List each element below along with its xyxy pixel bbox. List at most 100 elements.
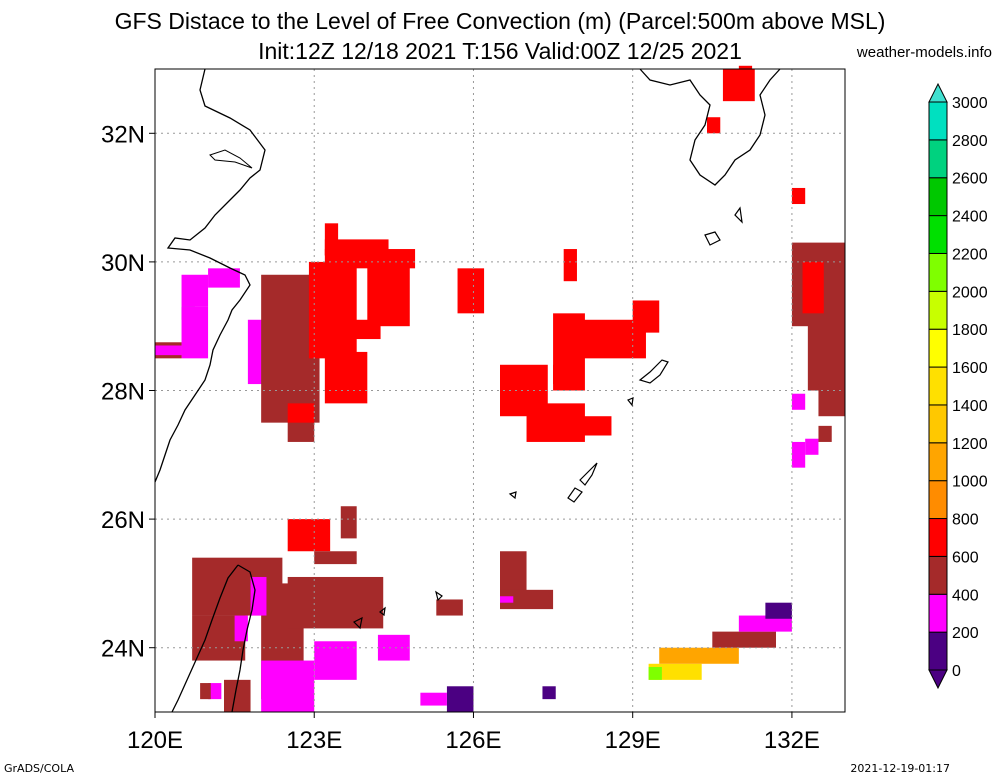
taiwan-coastline bbox=[171, 564, 256, 713]
colorbar-label: 1200 bbox=[952, 436, 988, 453]
field-cell bbox=[791, 441, 806, 468]
colorbar-label: 2200 bbox=[952, 246, 988, 263]
colorbar-segment bbox=[928, 290, 948, 330]
field-cell bbox=[208, 683, 222, 700]
field-cell bbox=[526, 403, 585, 442]
field-cell bbox=[367, 261, 410, 327]
colorbar-segment bbox=[928, 593, 948, 633]
latitude-labels: 32N 30N 28N 26N 24N bbox=[101, 121, 155, 663]
colorbar-segment bbox=[928, 404, 948, 444]
map-subtitle: Init:12Z 12/18 2021 T:156 Valid:00Z 12/2… bbox=[258, 38, 742, 64]
colorbar-label: 200 bbox=[952, 625, 979, 642]
field-cell bbox=[707, 117, 721, 134]
field-cell bbox=[324, 223, 339, 256]
field-cell bbox=[377, 634, 410, 661]
colorbar-segment bbox=[928, 480, 948, 520]
credit-text: weather-models.info bbox=[856, 44, 992, 61]
colorbar-segment bbox=[928, 555, 948, 595]
field-cell bbox=[287, 576, 384, 629]
field-cell bbox=[563, 249, 577, 282]
lat-lon-grid bbox=[155, 69, 845, 712]
colorbar-segment bbox=[928, 631, 948, 671]
colorbar-label: 1400 bbox=[952, 398, 988, 415]
colorbar-label: 2800 bbox=[952, 133, 988, 150]
field-cell bbox=[261, 660, 315, 712]
lon-label: 123E bbox=[286, 727, 342, 754]
colorbar-label: 2400 bbox=[952, 209, 988, 226]
yangtze-estuary bbox=[209, 149, 253, 169]
field-cell bbox=[738, 65, 753, 82]
colorbar-segment bbox=[928, 215, 948, 254]
colorbar-segment bbox=[928, 518, 948, 557]
field-cell bbox=[579, 416, 612, 436]
colorbar-label: 2000 bbox=[952, 284, 988, 301]
colorbar-segment bbox=[928, 139, 948, 179]
lon-label: 132E bbox=[764, 727, 820, 754]
field-cell bbox=[234, 615, 248, 642]
lat-label: 30N bbox=[101, 250, 145, 277]
field-cell bbox=[805, 438, 819, 455]
colorbar-segment bbox=[928, 328, 948, 368]
colorbar-label: 3000 bbox=[952, 95, 988, 112]
lon-label: 120E bbox=[127, 727, 183, 754]
field-cell bbox=[420, 692, 447, 706]
field-cell bbox=[818, 384, 845, 417]
lat-label: 28N bbox=[101, 379, 145, 406]
footer-timestamp: 2021-12-19-01:17 bbox=[850, 762, 950, 775]
field-cell bbox=[738, 615, 792, 632]
colorbar-bottom-arrow bbox=[928, 669, 948, 690]
field-cell bbox=[791, 393, 806, 410]
colorbar-label: 1600 bbox=[952, 360, 988, 377]
field-cell bbox=[314, 641, 357, 680]
field-cell bbox=[155, 345, 182, 356]
lat-label: 24N bbox=[101, 636, 145, 663]
field-cell bbox=[500, 551, 527, 597]
colorbar-label: 1000 bbox=[952, 474, 988, 491]
china-coastline bbox=[154, 68, 266, 483]
field-cell bbox=[765, 602, 792, 619]
amami-islands bbox=[579, 206, 743, 486]
field-cell bbox=[287, 519, 331, 552]
colorbar-segment bbox=[928, 442, 948, 482]
colorbar-segment bbox=[928, 101, 948, 141]
field-cell bbox=[542, 686, 556, 700]
colorbar-segment bbox=[928, 366, 948, 406]
colorbar: 0 200 400 600 800 1000 1200 1400 1600 1800 2000 220… bbox=[928, 82, 988, 690]
field-cell bbox=[340, 506, 357, 539]
field-cell bbox=[791, 187, 806, 205]
lon-label: 126E bbox=[445, 727, 501, 754]
field-cell bbox=[308, 261, 357, 359]
coastlines bbox=[154, 68, 781, 713]
field-cell bbox=[659, 647, 739, 664]
lat-label: 32N bbox=[101, 121, 145, 148]
field-cell bbox=[200, 683, 211, 700]
field-cell bbox=[553, 364, 567, 385]
lat-label: 26N bbox=[101, 507, 145, 534]
field-cell bbox=[500, 589, 554, 610]
field-cell bbox=[457, 268, 485, 314]
field-cell bbox=[807, 313, 845, 391]
lon-label: 129E bbox=[605, 727, 661, 754]
longitude-labels: 120E 123E 126E 129E 132E bbox=[127, 712, 820, 754]
field-cell bbox=[287, 403, 315, 423]
field-cell bbox=[446, 686, 474, 712]
field-cell bbox=[500, 596, 514, 603]
field-cell bbox=[436, 599, 463, 616]
field-cell bbox=[802, 261, 824, 314]
colorbar-label: 400 bbox=[952, 587, 979, 604]
field-cell bbox=[648, 666, 662, 680]
colorbar-label: 0 bbox=[952, 663, 961, 680]
colorbar-label: 2600 bbox=[952, 171, 988, 188]
field-cell bbox=[632, 300, 660, 333]
field-cell bbox=[208, 268, 240, 288]
footer-software: GrADS/COLA bbox=[4, 762, 74, 775]
colorbar-segment bbox=[928, 252, 948, 292]
field-cell bbox=[181, 274, 209, 307]
field-cell bbox=[818, 425, 832, 442]
okinawa-islands bbox=[352, 397, 634, 630]
field-cell bbox=[712, 631, 776, 648]
field-cell bbox=[324, 239, 389, 256]
colorbar-label: 1800 bbox=[952, 322, 988, 339]
field-cell bbox=[324, 351, 368, 404]
